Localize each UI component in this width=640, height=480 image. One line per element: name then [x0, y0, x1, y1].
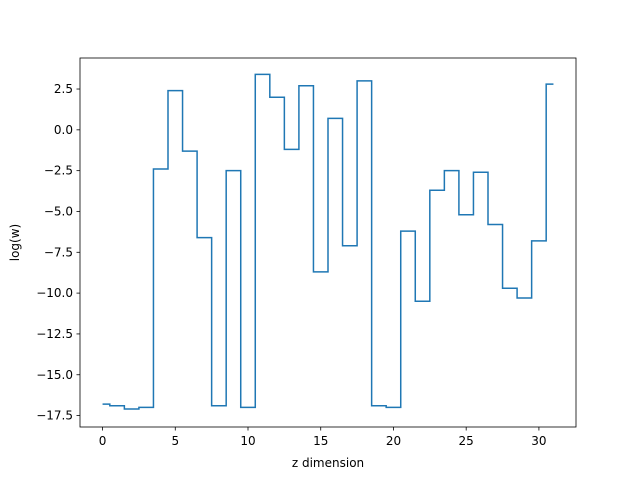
x-tick-label: 30 [531, 434, 546, 448]
y-tick-label: −15.0 [36, 368, 73, 382]
x-tick-label: 25 [459, 434, 474, 448]
x-tick-label: 15 [313, 434, 328, 448]
x-tick-label: 0 [99, 434, 107, 448]
y-tick-label: −7.5 [44, 245, 73, 259]
x-tick-label: 10 [240, 434, 255, 448]
x-axis-label: z dimension [292, 456, 364, 470]
y-tick-label: −2.5 [44, 164, 73, 178]
y-tick-label: −5.0 [44, 204, 73, 218]
y-tick-label: −10.0 [36, 286, 73, 300]
y-tick-label: 2.5 [54, 82, 73, 96]
plot-area [102, 73, 554, 410]
y-tick-label: −17.5 [36, 409, 73, 423]
y-tick-label: −12.5 [36, 327, 73, 341]
y-tick-label: 0.0 [54, 123, 73, 137]
x-tick-label: 5 [171, 434, 179, 448]
axes: 0 5 10 15 20 25 30 2.5 0.0 −2.5 −5.0 −7.5 −10.0 −12.5… [36, 57, 577, 448]
axes-frame [79, 57, 577, 428]
series-line-0 [102, 73, 554, 410]
x-tick-label: 20 [386, 434, 401, 448]
y-axis-label: log(w) [8, 224, 22, 261]
